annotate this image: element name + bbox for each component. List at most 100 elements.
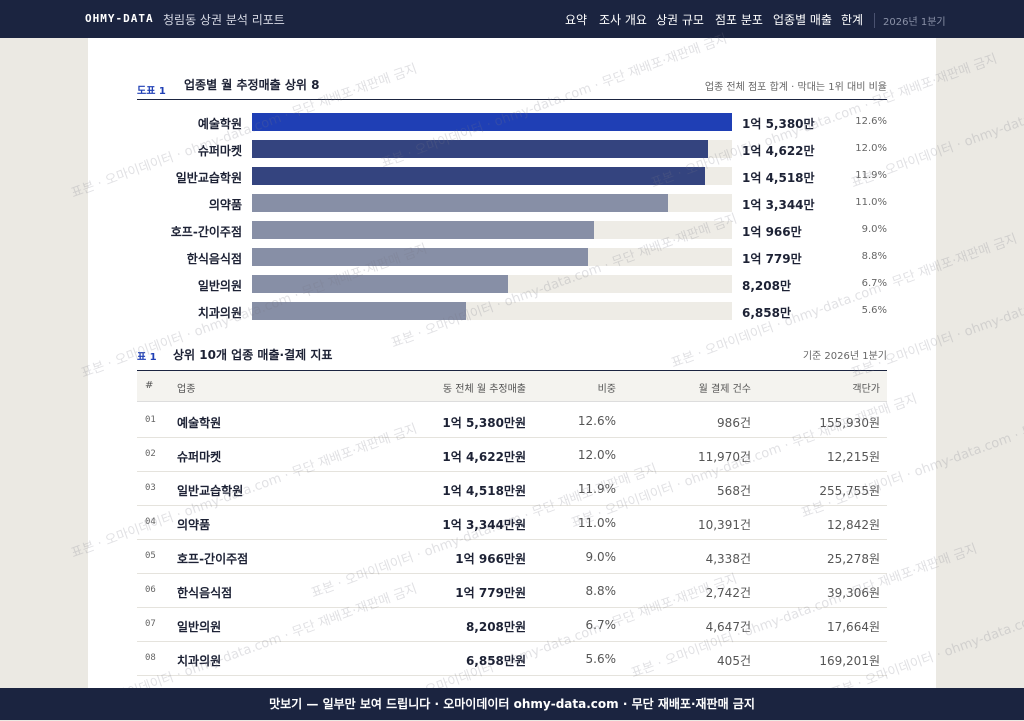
table-cell: 5.6% xyxy=(585,652,617,666)
table-cell: 11.9% xyxy=(577,482,616,496)
period: 2026년 1분기 xyxy=(874,13,946,28)
share-label: 12.0% xyxy=(855,143,887,154)
row-divider xyxy=(137,437,887,438)
figure-label: 도표 1 xyxy=(137,86,166,97)
share-label: 8.8% xyxy=(861,251,887,262)
table-cell: 1억 4,518만원 xyxy=(442,484,526,498)
bar-label: 슈퍼마켓 xyxy=(197,144,242,158)
table-cell: 12,215원 xyxy=(826,450,880,464)
table-cell: 39,306원 xyxy=(826,586,880,600)
nav-link[interactable]: 조사 개요 xyxy=(599,13,647,27)
table-cell: 11,970건 xyxy=(697,450,751,464)
table-cell: 01 xyxy=(145,415,156,425)
column-header: 동 전체 월 추정매출 xyxy=(442,384,526,395)
table-cell: 155,930원 xyxy=(819,416,880,430)
value-label: 1억 4,622만 xyxy=(742,144,815,158)
column-header: # xyxy=(145,380,154,391)
table-cell: 의약품 xyxy=(177,518,211,532)
table-cell: 한식음식점 xyxy=(177,586,233,600)
table-cell: 일반교습학원 xyxy=(177,484,244,498)
nav-bar: OHMY-DATA 청림동 상권 분석 리포트 요약 조사 개요 상권 규모 점포 분… xyxy=(0,0,1024,38)
table-cell: 06 xyxy=(145,585,156,595)
value-label: 1억 5,380만 xyxy=(742,117,815,131)
table-cell: 405건 xyxy=(717,654,751,668)
value-label: 1억 779만 xyxy=(742,252,802,266)
table-label: 표 1 xyxy=(137,352,157,363)
bar-label: 호프-간이주점 xyxy=(170,225,242,239)
table-cell: 예술학원 xyxy=(177,416,222,430)
share-label: 9.0% xyxy=(861,224,887,235)
table-cell: 9.0% xyxy=(585,550,617,564)
table-cell: 986건 xyxy=(717,416,751,430)
report-sheet: 도표 1 업종별 월 추정매출 상위 8 업종 전체 점포 합계 · 막대는 1… xyxy=(88,38,936,688)
share-label: 11.0% xyxy=(855,197,887,208)
bar xyxy=(252,302,467,320)
nav-link[interactable]: 상권 규모 xyxy=(656,13,704,27)
row-divider xyxy=(137,641,887,642)
bar-label: 예술학원 xyxy=(197,117,242,131)
table-cell: 6.7% xyxy=(585,618,617,632)
nav-link[interactable]: 한계 xyxy=(841,13,864,27)
row-divider xyxy=(137,573,887,574)
nav-link[interactable]: 점포 분포 xyxy=(715,13,763,27)
table-cell: 1억 966만원 xyxy=(455,552,526,566)
report-title: 청림동 상권 분석 리포트 xyxy=(163,13,285,27)
value-label: 1억 3,344만 xyxy=(742,198,815,212)
value-label: 1억 966만 xyxy=(742,225,802,239)
table-cell: 8,208만원 xyxy=(465,620,526,634)
nav-link[interactable]: 업종별 매출 xyxy=(773,13,833,27)
table-cell: 일반의원 xyxy=(177,620,222,634)
value-label: 6,858만 xyxy=(742,306,791,320)
bar xyxy=(252,194,669,212)
table-cell: 8.8% xyxy=(585,584,617,598)
column-header: 업종 xyxy=(177,384,196,395)
table-cell: 04 xyxy=(145,517,156,527)
table-header xyxy=(137,370,887,402)
table-cell: 02 xyxy=(145,449,156,459)
figure-title: 업종별 월 추정매출 상위 8 xyxy=(184,78,320,92)
table-cell: 169,201원 xyxy=(819,654,880,668)
table-cell: 03 xyxy=(145,483,156,493)
bar xyxy=(252,248,589,266)
row-divider xyxy=(137,607,887,608)
share-label: 5.6% xyxy=(861,305,887,316)
table-cell: 12,842원 xyxy=(826,518,880,532)
divider xyxy=(137,99,887,100)
table-cell: 255,755원 xyxy=(819,484,880,498)
table-cell: 568건 xyxy=(717,484,751,498)
bar xyxy=(252,113,732,131)
table-cell: 6,858만원 xyxy=(465,654,526,668)
table-cell: 치과의원 xyxy=(177,654,222,668)
row-divider xyxy=(137,471,887,472)
nav-link[interactable]: 요약 xyxy=(565,13,588,27)
table-cell: 12.6% xyxy=(577,414,616,428)
value-label: 8,208만 xyxy=(742,279,791,293)
row-divider xyxy=(137,505,887,506)
bar xyxy=(252,167,706,185)
table-cell: 08 xyxy=(145,653,156,663)
table-cell: 4,647건 xyxy=(705,620,751,634)
figure-note: 업종 전체 점포 합계 · 막대는 1위 대비 비율 xyxy=(704,82,887,93)
share-label: 11.9% xyxy=(855,170,887,181)
table-cell: 1억 5,380만원 xyxy=(442,416,526,430)
table-cell: 11.0% xyxy=(577,516,616,530)
table-cell: 슈퍼마켓 xyxy=(177,450,222,464)
share-label: 6.7% xyxy=(861,278,887,289)
brand[interactable]: OHMY-DATA xyxy=(85,12,154,25)
table-title: 상위 10개 업종 매출·결제 지표 xyxy=(173,348,333,362)
bar-label: 일반교습학원 xyxy=(175,171,242,185)
table-cell: 25,278원 xyxy=(826,552,880,566)
bar xyxy=(252,221,595,239)
value-label: 1억 4,518만 xyxy=(742,171,815,185)
column-header: 객단가 xyxy=(852,384,880,395)
table-cell: 12.0% xyxy=(577,448,616,462)
bar-label: 한식음식점 xyxy=(186,252,242,266)
table-note: 기준 2026년 1분기 xyxy=(802,351,887,362)
table-cell: 2,742건 xyxy=(705,586,751,600)
table-cell: 1억 779만원 xyxy=(455,586,526,600)
table-cell: 1억 3,344만원 xyxy=(442,518,526,532)
bar-label: 의약품 xyxy=(208,198,242,212)
table-cell: 07 xyxy=(145,619,156,629)
bar-label: 일반의원 xyxy=(197,279,242,293)
